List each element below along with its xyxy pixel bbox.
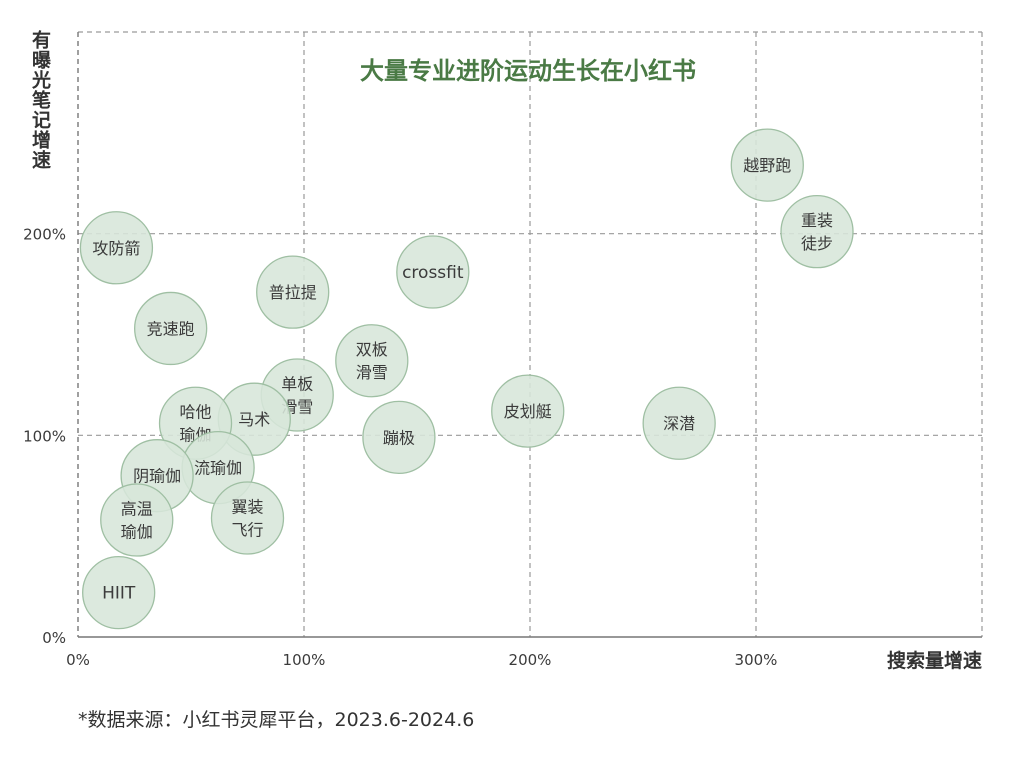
bubble-circle (256, 255, 330, 329)
bubble-label: 高温 (121, 500, 153, 519)
bubble: 越野跑 (730, 128, 804, 202)
y-tick-label: 200% (23, 226, 66, 244)
bubble-label: 重装 (801, 211, 833, 230)
x-tick-label: 0% (66, 651, 90, 669)
bubble-label: 双板 (356, 340, 388, 359)
bubble-label: 徒步 (801, 234, 833, 253)
bubble: HIIT (82, 555, 156, 630)
bubble-label: 普拉提 (269, 283, 317, 302)
bubble-label: 飞行 (231, 521, 263, 540)
bubble-circle (100, 483, 174, 557)
y-tick-label: 0% (42, 629, 66, 647)
bubble-circle (491, 374, 565, 448)
bubble-label: 瑜伽 (121, 523, 153, 542)
grid-lines (78, 31, 983, 637)
bubble: 深潜 (642, 386, 716, 460)
bubble-label: crossfit (402, 263, 464, 283)
x-axis-label: 搜索量增速 (887, 649, 982, 672)
bubble-circle (642, 386, 716, 460)
bubble-label: 翼装 (231, 498, 263, 517)
bubble-circle (134, 291, 208, 366)
x-tick-label: 200% (509, 651, 552, 669)
bubble: 皮划艇 (491, 374, 565, 448)
bubble: 普拉提 (256, 255, 330, 329)
tick-labels: 0% 100% 200% 300% 0% 100% 200% (23, 226, 777, 669)
bubble-label: 攻防箭 (92, 239, 140, 258)
bubble-circle (82, 555, 156, 630)
bubble-circle (362, 400, 436, 475)
bubble-label: 哈他 (180, 403, 212, 422)
bubble: 蹦极 (362, 400, 436, 475)
bubble-label: 越野跑 (743, 156, 791, 175)
bubble-circle (210, 481, 285, 555)
bubble-label: 单板 (281, 375, 313, 394)
bubble-label: 蹦极 (383, 428, 415, 447)
bubble: crossfit (396, 235, 470, 309)
y-axis-label-wrapper: 有曝光笔记增速 (29, 30, 66, 170)
bubble-label: 竞速跑 (147, 319, 195, 338)
data-source-footnote: *数据来源：小红书灵犀平台，2023.6-2024.6 (78, 709, 475, 731)
bubble-circle (730, 128, 804, 202)
bubble-label: 流瑜伽 (194, 459, 242, 478)
bubble-circle (396, 235, 470, 309)
x-tick-label: 300% (735, 651, 778, 669)
bubbles: 攻防箭竞速跑普拉提crossfit越野跑重装徒步双板滑雪单板滑雪马术哈他瑜伽皮划… (79, 128, 854, 630)
bubble-label: 阴瑜伽 (133, 467, 181, 486)
axes (77, 32, 982, 638)
bubble-label: 滑雪 (356, 363, 388, 382)
chart-title: 大量专业进阶运动生长在小红书 (360, 57, 696, 85)
x-tick-label: 100% (283, 651, 326, 669)
bubble: 竞速跑 (134, 291, 208, 366)
bubble-label: 深潜 (663, 414, 695, 433)
y-tick-label: 100% (23, 427, 66, 445)
bubble-label: HIIT (102, 584, 136, 604)
bubble: 攻防箭 (79, 211, 154, 285)
y-axis-label: 有曝光笔记增速 (29, 30, 51, 170)
bubble-circle (780, 194, 854, 269)
bubble-label: 皮划艇 (504, 402, 552, 421)
bubble-circle (335, 324, 409, 398)
bubble-circle (79, 211, 154, 285)
bubble-label: 马术 (238, 410, 270, 429)
